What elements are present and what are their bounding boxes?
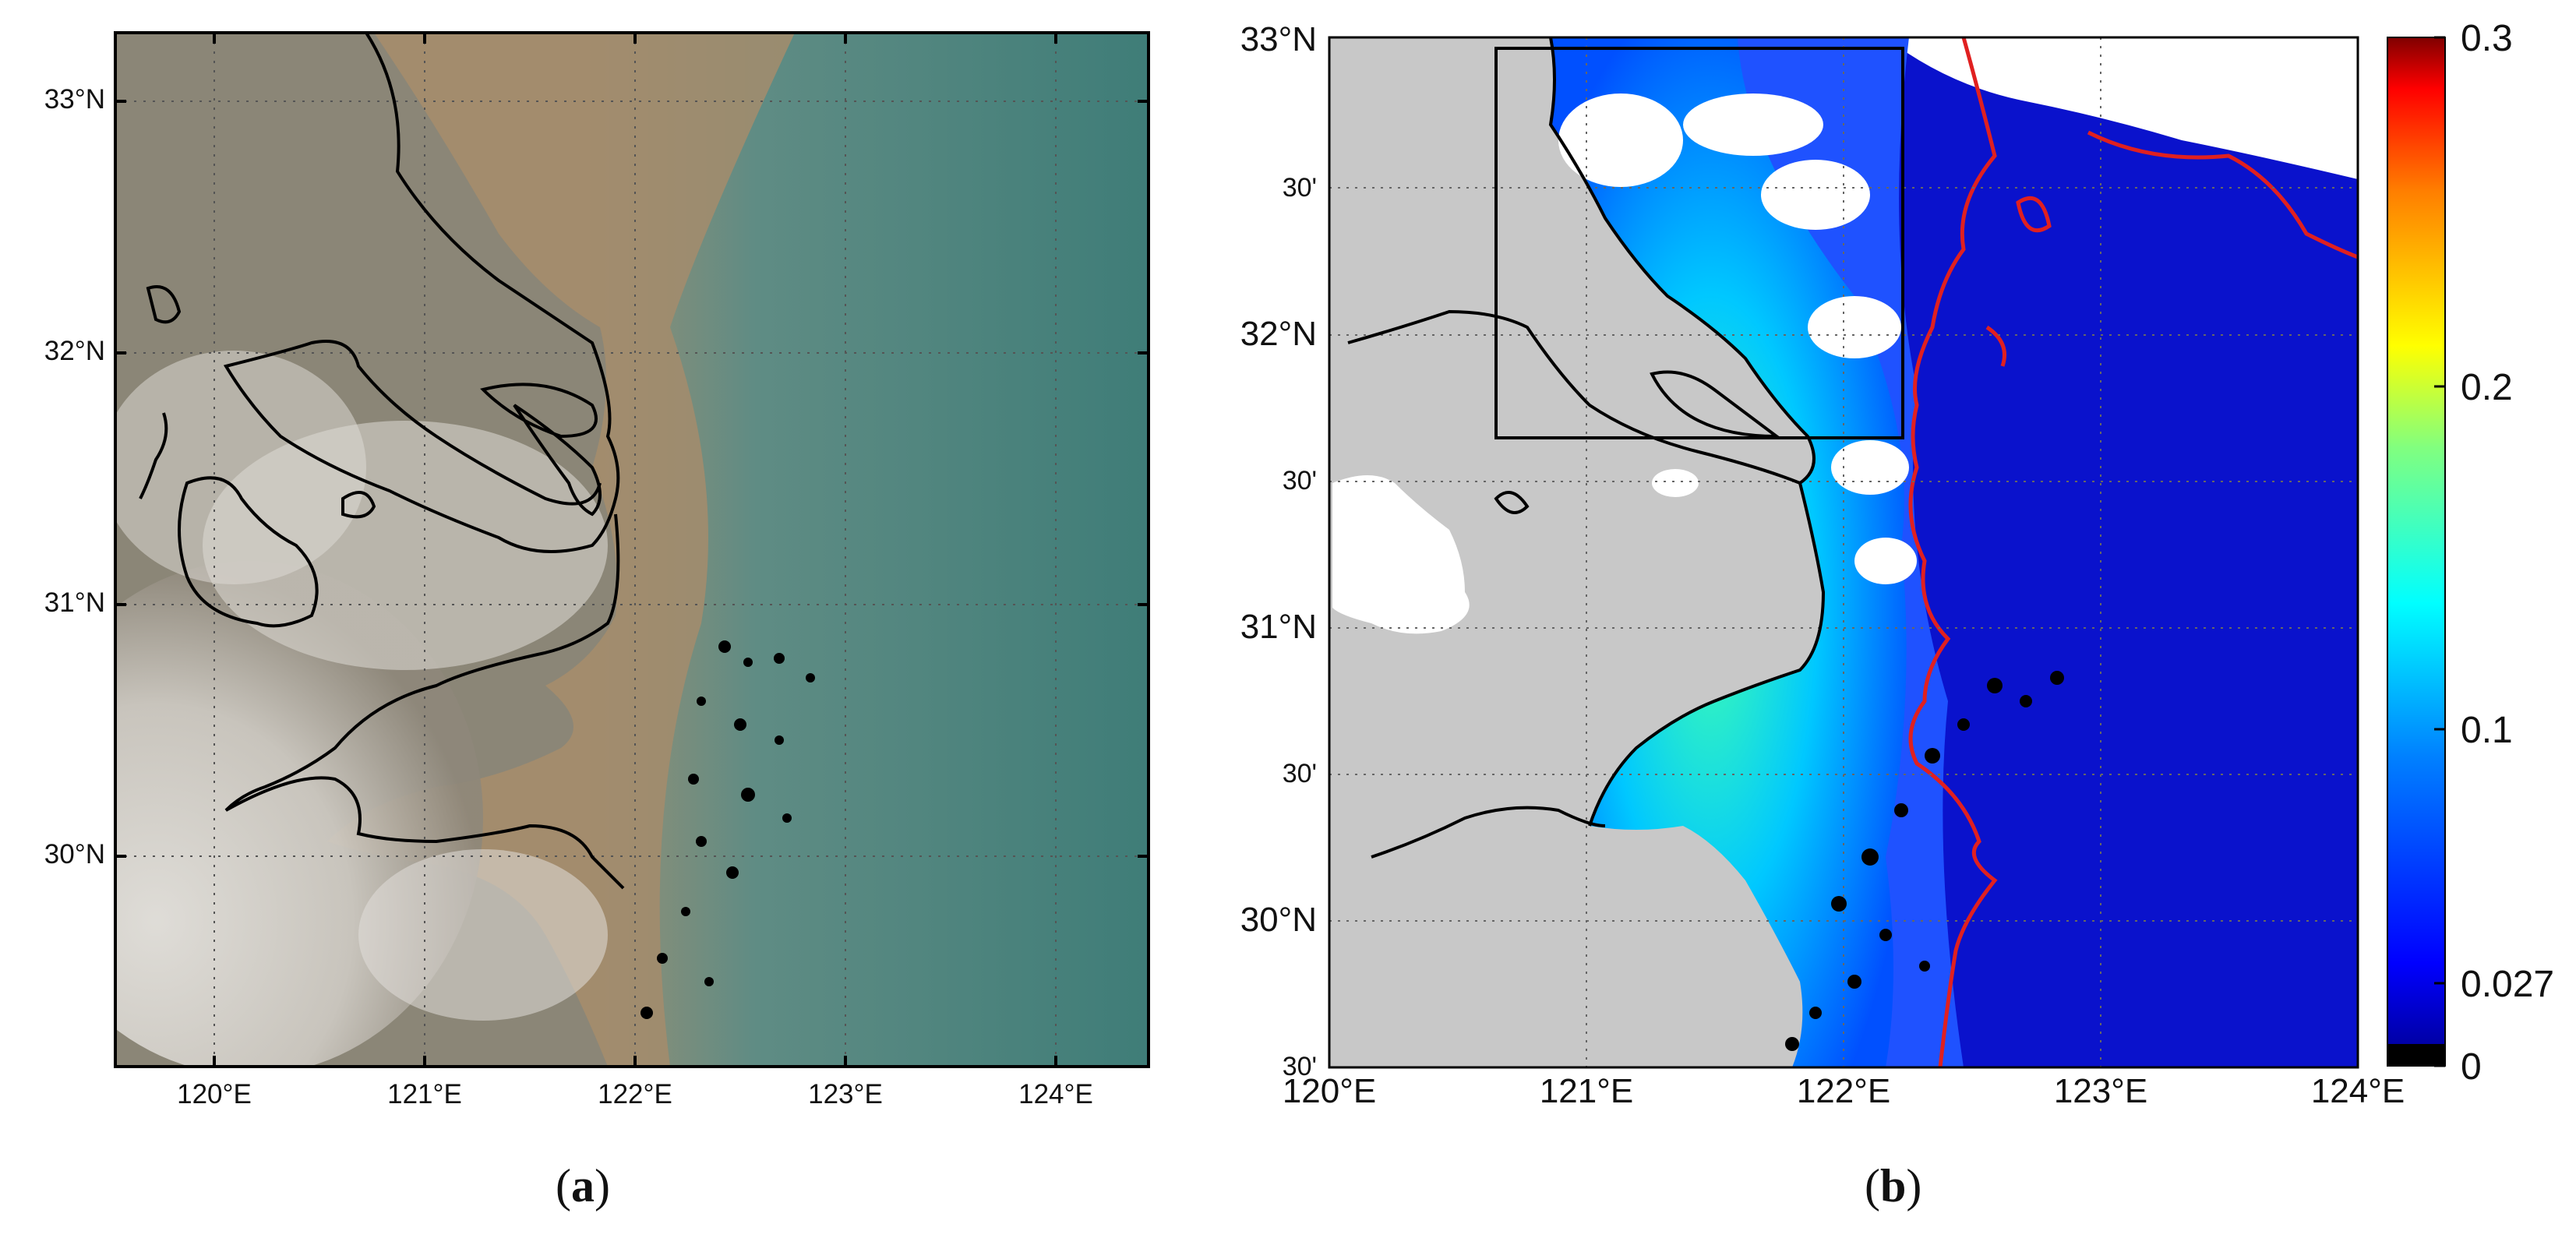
panel-a-lon-label: 121°E	[387, 1079, 462, 1109]
panel-b-lat-label: 30°N	[1240, 901, 1317, 939]
colorbar-gradient	[2387, 37, 2446, 1067]
panel-a-lat-label: 32°N	[44, 336, 105, 366]
panel-b-lat-label: 30'	[1282, 1052, 1317, 1081]
panel-b-map	[1329, 37, 2358, 1067]
panel-a-cloud-3	[115, 351, 366, 584]
panel-b-lat-label: 32°N	[1240, 315, 1317, 353]
panel-a-map	[115, 33, 1149, 1067]
panel-b-graticule	[1329, 37, 2358, 1067]
panel-a-frame	[114, 31, 1150, 1068]
panel-a-lat-label: 30°N	[44, 839, 105, 869]
panel-a-cloud-4	[358, 849, 608, 1021]
panel-b-lat-label: 33°N	[1240, 20, 1317, 58]
panel-a-lon-label: 124°E	[1018, 1079, 1093, 1109]
panel-b-white-nodata	[1886, 37, 2358, 179]
panel-a-ticks	[115, 33, 1149, 1067]
panel-b-lat-label: 30'	[1282, 173, 1317, 203]
colorbar-ticks	[2434, 36, 2445, 1067]
colorbar-label: 0.027	[2461, 964, 2555, 1005]
panel-b-lat-label: 30'	[1282, 759, 1317, 788]
panel-b-coastline	[1347, 37, 1826, 859]
colorbar-zero-swatch	[2387, 1044, 2445, 1066]
panel-a-islands	[640, 640, 815, 1019]
panel-a-lat-label: 33°N	[44, 84, 105, 115]
panel-b-land	[1329, 37, 1823, 1067]
panel-b-caption-letter: b	[1879, 1160, 1907, 1212]
panel-b-lat-label: 31°N	[1240, 608, 1317, 646]
panel-b-red-contour	[1908, 37, 2358, 1067]
colorbar-label: 0.1	[2461, 710, 2513, 751]
colorbar-label: 0.3	[2461, 18, 2513, 59]
panel-b-subregion-box	[1494, 47, 1904, 439]
panel-b-islands	[1785, 671, 2064, 1051]
panel-a-caption-letter: a	[570, 1160, 595, 1212]
panel-b-lon-label: 122°E	[1796, 1072, 1891, 1110]
colorbar-label: 0.2	[2461, 367, 2513, 408]
panel-a-lon-label: 122°E	[598, 1079, 672, 1109]
panel-b-lon-label: 124°E	[2310, 1072, 2405, 1110]
panel-a-caption: (a)	[556, 1160, 610, 1212]
panel-b-frame	[1328, 36, 2359, 1069]
panel-a-lon-label: 123°E	[808, 1079, 883, 1109]
panel-a-graticule	[115, 33, 1149, 1067]
panel-b-lon-label: 120°E	[1282, 1072, 1377, 1110]
panel-b-lon-label: 123°E	[2053, 1072, 2148, 1110]
panel-b-cloud-patches	[1558, 93, 1917, 584]
panel-b-lat-label: 30'	[1282, 466, 1317, 496]
panel-b-caption: (b)	[1865, 1160, 1922, 1212]
colorbar-label: 0	[2461, 1046, 2482, 1088]
panel-a-lat-label: 31°N	[44, 587, 105, 618]
panel-a-coastline	[139, 33, 625, 890]
panel-b-lon-label: 121°E	[1539, 1072, 1634, 1110]
panel-a-lon-label: 120°E	[177, 1079, 252, 1109]
panel-b-lake-taihu	[1332, 475, 1470, 634]
